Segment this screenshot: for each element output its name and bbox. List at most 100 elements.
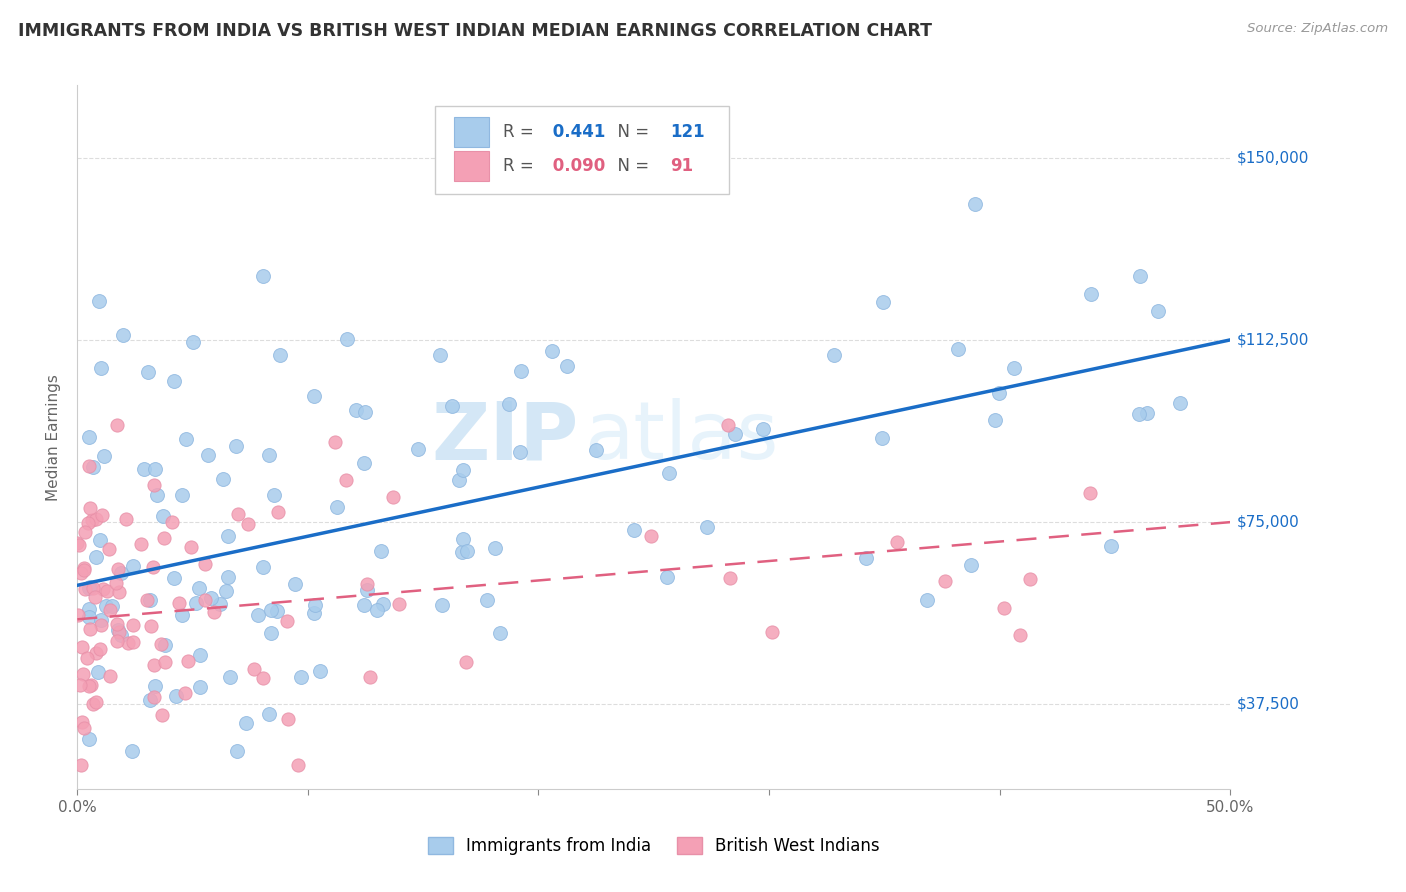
Point — [724, 427, 747, 442]
Point — [89, 533, 111, 547]
Point — [110, 566, 132, 580]
Point — [717, 417, 740, 432]
Point — [1078, 485, 1101, 500]
Point — [77, 609, 100, 624]
Point — [79, 500, 101, 515]
Point — [162, 515, 184, 529]
Point — [872, 295, 894, 310]
Text: N =: N = — [606, 157, 654, 175]
Point — [107, 585, 129, 599]
Point — [993, 601, 1015, 615]
Point — [66, 536, 89, 550]
Point — [105, 617, 128, 632]
Point — [98, 668, 121, 682]
Point — [165, 690, 187, 704]
Point — [696, 520, 718, 534]
Point — [277, 712, 299, 726]
Point — [72, 714, 94, 729]
Point — [326, 500, 349, 515]
Point — [72, 666, 94, 681]
Point — [657, 570, 679, 584]
Point — [188, 581, 211, 595]
Point — [260, 626, 283, 640]
Point — [77, 731, 100, 746]
Point — [163, 374, 186, 388]
Point — [226, 507, 249, 521]
Point — [139, 618, 162, 632]
Point — [143, 690, 166, 705]
Point — [70, 566, 93, 580]
Point — [152, 509, 174, 524]
Point — [252, 560, 274, 574]
Point — [214, 584, 236, 599]
Point — [640, 529, 662, 543]
Point — [963, 196, 986, 211]
Point — [353, 598, 375, 612]
Point — [132, 462, 155, 476]
Point — [200, 591, 222, 605]
Point — [243, 662, 266, 676]
Point — [105, 418, 128, 433]
Point — [354, 405, 377, 419]
Point — [370, 543, 392, 558]
Point — [180, 540, 202, 554]
Point — [76, 650, 98, 665]
Point — [69, 758, 91, 772]
Point — [163, 571, 186, 585]
Point — [252, 269, 274, 284]
Text: 91: 91 — [669, 157, 693, 175]
Point — [87, 665, 110, 679]
Y-axis label: Median Earnings: Median Earnings — [46, 374, 62, 500]
Point — [509, 445, 531, 459]
Point — [454, 655, 477, 669]
Point — [323, 435, 346, 450]
Point — [108, 625, 131, 640]
Point — [84, 646, 107, 660]
Point — [89, 642, 111, 657]
Point — [218, 670, 240, 684]
Point — [188, 680, 211, 694]
Point — [344, 403, 367, 417]
Point — [1019, 572, 1042, 586]
Point — [477, 593, 499, 607]
Point — [122, 559, 145, 574]
Point — [153, 531, 176, 545]
Point — [142, 559, 165, 574]
Point — [190, 648, 212, 662]
Point — [260, 603, 283, 617]
Point — [225, 743, 247, 757]
Point — [139, 592, 162, 607]
Text: $150,000: $150,000 — [1237, 150, 1309, 165]
FancyBboxPatch shape — [434, 106, 728, 194]
Point — [143, 679, 166, 693]
Point — [555, 359, 578, 374]
Point — [284, 577, 307, 591]
Point — [456, 544, 478, 558]
Point — [870, 431, 893, 445]
Point — [1168, 396, 1191, 410]
Point — [194, 593, 217, 607]
Point — [1002, 360, 1025, 375]
Point — [356, 577, 378, 591]
Point — [366, 603, 388, 617]
Point — [406, 442, 429, 456]
Text: $37,500: $37,500 — [1237, 697, 1301, 712]
Point — [73, 563, 96, 577]
Point — [98, 602, 121, 616]
Point — [541, 344, 564, 359]
Point — [489, 626, 512, 640]
Point — [177, 654, 200, 668]
Point — [266, 604, 288, 618]
Point — [155, 655, 177, 669]
Text: 121: 121 — [669, 123, 704, 141]
Point — [170, 607, 193, 622]
Point — [69, 678, 91, 692]
Point — [143, 461, 166, 475]
Point — [217, 529, 239, 543]
Point — [257, 706, 280, 721]
Point — [77, 582, 100, 596]
Point — [353, 456, 375, 470]
Point — [510, 364, 533, 378]
Point — [308, 664, 330, 678]
Point — [823, 348, 845, 362]
